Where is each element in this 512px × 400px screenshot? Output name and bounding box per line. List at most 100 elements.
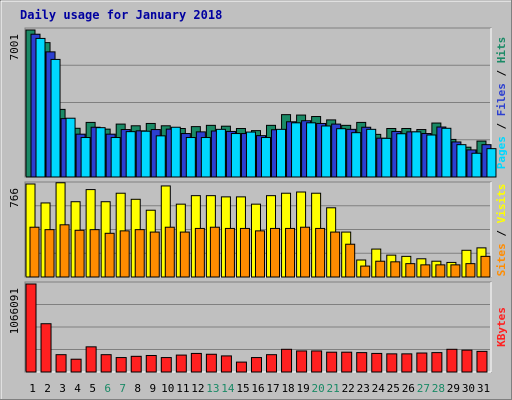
bar-pages xyxy=(426,134,437,178)
bar-pages xyxy=(321,125,332,178)
bar-pages xyxy=(245,131,256,178)
bar-pages xyxy=(291,122,302,178)
bar-kbytes xyxy=(326,351,338,373)
bar-sites xyxy=(134,229,145,278)
bar-pages xyxy=(35,37,46,178)
bar-kbytes xyxy=(70,358,82,373)
legend-pages: Pages xyxy=(495,136,508,169)
bar-sites xyxy=(465,263,476,278)
x-tick-label: 8 xyxy=(134,382,141,395)
bar-sites xyxy=(315,227,326,278)
bar-pages xyxy=(110,137,121,178)
bar-kbytes xyxy=(446,348,458,373)
x-tick-label: 21 xyxy=(327,382,340,395)
bar-pages xyxy=(170,126,181,178)
bar-sites xyxy=(435,264,446,278)
x-tick-label: 26 xyxy=(402,382,415,395)
bar-sites xyxy=(480,255,491,278)
chart-title: Daily usage for January 2018 xyxy=(20,8,222,22)
bar-kbytes xyxy=(40,323,52,373)
x-tick-label: 13 xyxy=(206,382,219,395)
x-tick-label: 7 xyxy=(119,382,126,395)
bar-pages xyxy=(381,137,392,178)
legend-separator: / xyxy=(495,223,508,243)
bar-sites xyxy=(224,227,235,278)
bar-sites xyxy=(194,227,205,278)
bar-pages xyxy=(155,135,166,178)
x-tick-label: 23 xyxy=(357,382,370,395)
bar-pages xyxy=(65,117,76,178)
bar-sites xyxy=(74,229,85,278)
x-tick-label: 30 xyxy=(462,382,475,395)
bar-pages xyxy=(396,133,407,178)
bar-kbytes xyxy=(85,346,97,373)
bar-sites xyxy=(179,231,190,278)
bar-kbytes xyxy=(250,357,262,373)
x-tick-label: 1 xyxy=(29,382,36,395)
x-tick-label: 22 xyxy=(342,382,355,395)
bar-sites xyxy=(405,263,416,278)
bar-kbytes xyxy=(190,352,202,373)
bar-sites xyxy=(119,230,130,278)
x-tick-label: 14 xyxy=(221,382,235,395)
bar-kbytes xyxy=(341,351,353,373)
bar-kbytes xyxy=(281,348,293,373)
x-tick-label: 20 xyxy=(312,382,325,395)
bar-kbytes xyxy=(476,350,488,373)
x-tick-label: 18 xyxy=(281,382,294,395)
bar-kbytes xyxy=(205,353,217,373)
bar-pages xyxy=(140,130,151,178)
series-legend: Sites / Visits xyxy=(495,184,508,277)
bar-pages xyxy=(471,152,482,178)
x-tick-label: 25 xyxy=(387,382,400,395)
bar-sites xyxy=(330,231,341,278)
bar-kbytes xyxy=(371,352,383,373)
bar-kbytes xyxy=(115,357,127,373)
x-tick-label: 17 xyxy=(266,382,279,395)
bar-sites xyxy=(345,243,356,278)
y-tick-label: 1066091 xyxy=(8,288,21,334)
bar-pages xyxy=(411,131,422,178)
y-tick-label: 766 xyxy=(8,188,21,208)
bar-sites xyxy=(164,226,175,278)
bar-kbytes xyxy=(296,350,308,373)
bar-sites xyxy=(270,227,281,278)
x-tick-label: 24 xyxy=(372,382,386,395)
x-tick-label: 4 xyxy=(74,382,81,395)
x-tick-label: 10 xyxy=(161,382,174,395)
bar-sites xyxy=(239,227,250,278)
legend-files: Files xyxy=(495,83,508,116)
bar-kbytes xyxy=(100,354,112,373)
bar-kbytes xyxy=(311,350,323,373)
bar-pages xyxy=(200,137,211,178)
bar-kbytes xyxy=(130,355,142,373)
bar-kbytes xyxy=(55,354,67,373)
bar-sites xyxy=(104,232,115,278)
bar-sites xyxy=(149,231,160,278)
x-tick-label: 15 xyxy=(236,382,249,395)
bar-pages xyxy=(456,144,467,178)
bar-sites xyxy=(29,226,40,278)
bar-kbytes xyxy=(266,354,278,373)
bar-sites xyxy=(375,260,386,278)
x-tick-label: 29 xyxy=(447,382,460,395)
bar-sites xyxy=(89,229,100,278)
bar-pages xyxy=(306,122,317,178)
bar-sites xyxy=(59,224,70,278)
x-tick-label: 3 xyxy=(59,382,66,395)
bar-kbytes xyxy=(461,349,473,373)
bar-pages xyxy=(276,128,287,178)
bar-sites xyxy=(450,264,461,278)
bar-kbytes xyxy=(356,352,368,373)
bar-pages xyxy=(80,137,91,178)
bar-kbytes xyxy=(235,361,247,373)
series-legend: Pages / Files / Hits xyxy=(495,37,508,170)
bar-pages xyxy=(215,128,226,178)
bar-kbytes xyxy=(431,352,443,373)
bar-sites xyxy=(390,261,401,278)
x-tick-label: 27 xyxy=(417,382,430,395)
bar-sites xyxy=(254,230,265,278)
bar-kbytes xyxy=(386,353,398,373)
bar-sites xyxy=(209,226,220,278)
